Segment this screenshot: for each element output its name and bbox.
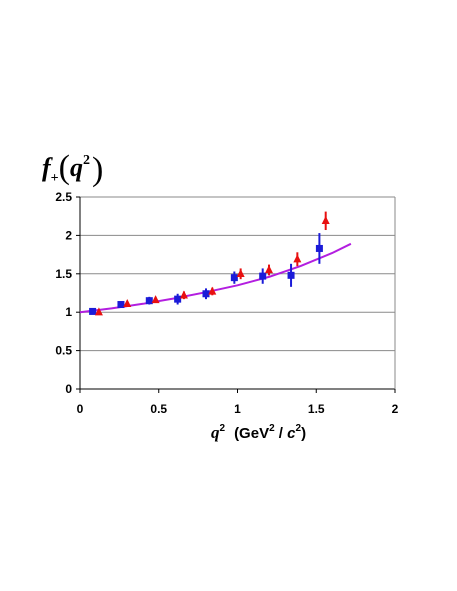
y-tick-label: 2.5 <box>55 190 72 204</box>
data-point-triangle <box>123 298 132 307</box>
data-point-triangle <box>321 216 330 225</box>
y-label-close-paren: ) <box>92 151 103 188</box>
x-tick-label: 1.5 <box>308 402 325 416</box>
data-point-square <box>287 271 295 279</box>
series-triangle <box>94 211 330 316</box>
axes <box>76 196 396 393</box>
y-label-symbol: f <box>42 153 53 182</box>
data-point-square <box>202 290 210 298</box>
svg-text:q2(GeV2 / c2): q2 (GeV2 / c2) <box>211 423 306 442</box>
x-label-unit-open: (GeV <box>234 425 269 442</box>
x-label-unit-mid: / <box>275 425 288 442</box>
data-point-square <box>259 272 267 280</box>
data-point-square <box>230 274 238 282</box>
data-point-triangle <box>208 286 217 295</box>
y-tick-label: 0 <box>65 382 72 396</box>
y-tick-labels: 0 0.5 1 1.5 2 2.5 <box>55 190 72 396</box>
data-point-triangle <box>179 290 188 299</box>
data-point-square <box>117 301 125 309</box>
data-point-square <box>89 307 97 315</box>
y-tick-label: 2 <box>65 228 72 242</box>
x-label-unit-exp: 2 <box>269 423 275 434</box>
x-label-exp: 2 <box>220 423 226 434</box>
data-point-triangle <box>236 269 245 277</box>
y-label-exp: 2 <box>83 153 90 168</box>
gridlines <box>80 196 395 352</box>
x-tick-label: 1 <box>234 402 241 416</box>
data-point-square <box>174 295 182 303</box>
data-point-square <box>145 297 153 305</box>
y-label-var: q <box>70 153 83 182</box>
data-point-triangle <box>151 295 160 304</box>
y-tick-label: 1 <box>65 305 72 319</box>
data-points <box>89 211 330 316</box>
x-label-var: q <box>211 423 220 442</box>
x-label-unit-exp2: 2 <box>296 423 302 434</box>
data-point-square <box>315 244 323 252</box>
y-label-subscript: + <box>51 171 59 186</box>
svg-text:f+(q2): f+(q2) <box>42 149 103 188</box>
data-point-triangle <box>94 307 103 316</box>
y-axis-label: f+(q2) <box>42 149 103 188</box>
y-tick-label: 1.5 <box>55 267 72 281</box>
x-label-unit-var: c <box>287 425 296 442</box>
series-square <box>89 233 323 315</box>
x-label-unit-close: ) <box>301 425 306 442</box>
x-tick-label: 2 <box>392 402 399 416</box>
x-tick-label: 0.5 <box>150 402 167 416</box>
y-label-open-paren: ( <box>59 149 70 186</box>
y-tick-label: 0.5 <box>55 344 72 358</box>
x-tick-label: 0 <box>77 402 84 416</box>
data-point-triangle <box>293 254 302 263</box>
x-axis-label: q2 (GeV2 / c2) <box>211 423 306 442</box>
data-point-triangle <box>265 265 273 274</box>
x-tick-labels: 0 0.5 1 1.5 2 <box>77 402 399 416</box>
